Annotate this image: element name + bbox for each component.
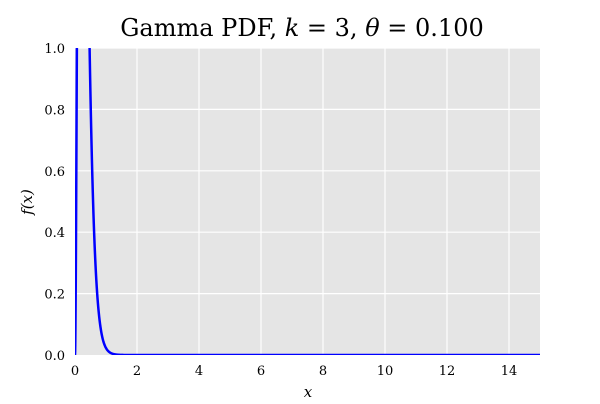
x-tick-label: 8 — [319, 364, 327, 379]
x-axis-label: x — [304, 383, 313, 400]
y-tick-label: 0.4 — [44, 226, 65, 241]
x-tick-label: 6 — [257, 364, 265, 379]
x-tick-label: 2 — [133, 364, 141, 379]
x-tick-labels: 0 2 4 6 8 10 12 14 — [71, 364, 517, 379]
x-tick-label: 14 — [501, 364, 518, 379]
y-tick-label: 0.2 — [44, 288, 65, 303]
y-tick-label: 1.0 — [44, 42, 65, 57]
y-tick-label: 0.6 — [44, 165, 65, 180]
x-tick-label: 12 — [439, 364, 456, 379]
x-tick-label: 0 — [71, 364, 79, 379]
x-tick-label: 4 — [195, 364, 203, 379]
y-axis-label: f(x) — [18, 189, 36, 216]
chart-title: Gamma PDF, k = 3, θ = 0.100 — [120, 14, 483, 42]
x-tick-label: 10 — [377, 364, 394, 379]
plot-area — [75, 48, 540, 355]
y-tick-label: 0.8 — [44, 103, 65, 118]
y-tick-label: 0.0 — [44, 349, 65, 364]
y-tick-labels: 0.0 0.2 0.4 0.6 0.8 1.0 — [44, 42, 65, 364]
grid — [75, 47, 540, 355]
